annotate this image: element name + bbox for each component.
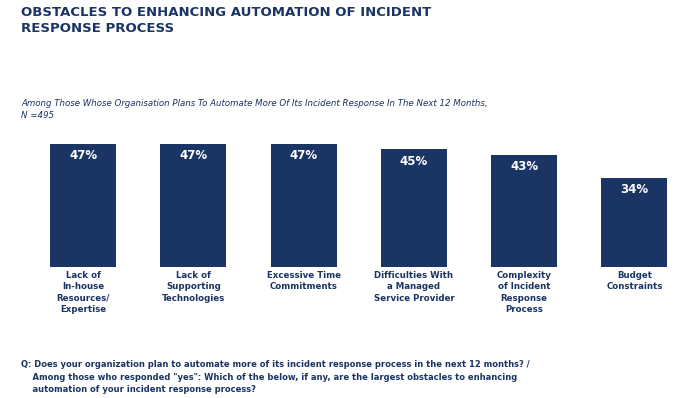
Bar <box>160 144 227 267</box>
Text: 47%: 47% <box>179 149 207 162</box>
Text: 43%: 43% <box>510 160 538 173</box>
Text: 47%: 47% <box>69 149 97 162</box>
Text: 45%: 45% <box>400 155 428 168</box>
Text: Budget
Constraints: Budget Constraints <box>606 271 663 291</box>
Text: Among Those Whose Organisation Plans To Automate More Of Its Incident Response I: Among Those Whose Organisation Plans To … <box>21 100 488 120</box>
Bar <box>601 178 668 267</box>
Text: OBSTACLES TO ENHANCING AUTOMATION OF INCIDENT
RESPONSE PROCESS: OBSTACLES TO ENHANCING AUTOMATION OF INC… <box>21 6 431 35</box>
Bar <box>50 144 116 267</box>
Bar <box>270 144 337 267</box>
Text: Lack of
Supporting
Technologies: Lack of Supporting Technologies <box>162 271 225 302</box>
Text: Difficulties With
a Managed
Service Provider: Difficulties With a Managed Service Prov… <box>374 271 454 302</box>
Bar <box>491 155 557 267</box>
Text: Excessive Time
Commitments: Excessive Time Commitments <box>267 271 341 291</box>
Text: Q: Does your organization plan to automate more of its incident response process: Q: Does your organization plan to automa… <box>21 360 530 394</box>
Text: Lack of
In-house
Resources/
Expertise: Lack of In-house Resources/ Expertise <box>57 271 110 314</box>
Text: 47%: 47% <box>290 149 318 162</box>
Bar <box>381 149 447 267</box>
Text: Complexity
of Incident
Response
Process: Complexity of Incident Response Process <box>497 271 552 314</box>
Text: 34%: 34% <box>620 183 648 196</box>
